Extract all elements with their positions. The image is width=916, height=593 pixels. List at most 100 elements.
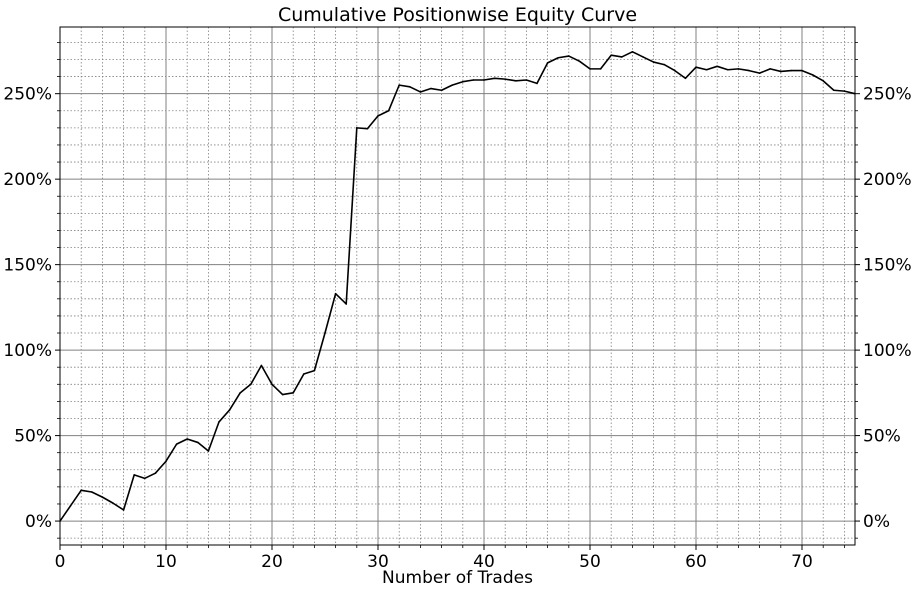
- equity-data-point: [101, 496, 104, 498]
- equity-data-point: [780, 70, 782, 73]
- equity-data-point: [674, 69, 676, 72]
- equity-data-point: [303, 373, 305, 375]
- equity-data-point: [451, 84, 454, 86]
- y-tick-label-left: 0%: [25, 512, 52, 532]
- equity-data-point: [493, 77, 496, 80]
- equity-data-point: [568, 55, 570, 57]
- equity-data-point: [313, 369, 316, 372]
- equity-data-point: [239, 392, 241, 394]
- equity-data-point: [91, 491, 93, 493]
- equity-data-point: [260, 364, 263, 367]
- equity-data-point: [472, 79, 475, 81]
- x-axis-label: Number of Trades: [382, 568, 533, 588]
- equity-data-point: [642, 56, 644, 58]
- equity-data-point: [112, 502, 114, 504]
- equity-data-point: [228, 409, 231, 411]
- plot-frame: [59, 26, 856, 546]
- chart-title: Cumulative Positionwise Equity Curve: [278, 4, 637, 26]
- equity-data-point: [207, 450, 210, 452]
- equity-data-point: [324, 332, 326, 334]
- equity-data-point: [409, 86, 411, 88]
- equity-data-point: [515, 80, 517, 82]
- equity-data-point: [599, 68, 602, 70]
- equity-data-point: [536, 82, 538, 85]
- equity-data-point: [250, 383, 252, 386]
- equity-data-point: [462, 80, 464, 83]
- y-tick-label-left: 100%: [3, 341, 52, 361]
- equity-data-point: [684, 77, 687, 80]
- x-tick-label: 10: [155, 552, 177, 572]
- equity-data-point: [419, 91, 422, 93]
- equity-data-point: [398, 84, 401, 86]
- equity-data-point: [144, 477, 146, 480]
- equity-data-point: [271, 383, 273, 386]
- x-tick-label: 20: [261, 552, 283, 572]
- equity-data-point: [281, 393, 284, 396]
- equity-data-point: [122, 509, 125, 511]
- equity-data-point: [621, 56, 623, 58]
- y-tick-label-right: 200%: [863, 170, 912, 190]
- equity-data-point: [790, 69, 793, 72]
- y-tick-label-right: 50%: [863, 427, 901, 447]
- equity-data-point: [377, 115, 379, 117]
- y-tick-label-right: 250%: [863, 85, 912, 105]
- equity-data-point: [334, 292, 337, 295]
- x-tick-label: 50: [579, 552, 601, 572]
- equity-data-point: [705, 68, 708, 71]
- equity-data-point: [727, 68, 729, 71]
- equity-data-point: [69, 504, 72, 507]
- equity-data-point: [218, 421, 220, 423]
- equity-data-point: [525, 79, 528, 81]
- y-tick-label-left: 250%: [3, 85, 52, 105]
- equity-data-point: [186, 438, 188, 440]
- y-tick-label-right: 100%: [863, 341, 912, 361]
- equity-data-point: [843, 90, 846, 92]
- equity-data-point: [366, 127, 369, 130]
- y-tick-label-left: 150%: [3, 256, 52, 276]
- equity-data-point: [589, 68, 591, 70]
- equity-data-point: [356, 127, 358, 129]
- equity-data-point: [610, 54, 612, 57]
- equity-data-point: [165, 460, 167, 463]
- series-layer: [59, 50, 856, 522]
- equity-data-point: [175, 443, 178, 445]
- equity-curve-line: [59, 50, 856, 522]
- equity-data-point: [546, 62, 549, 64]
- equity-data-point: [758, 72, 761, 74]
- equity-data-point: [430, 87, 432, 90]
- equity-data-point: [801, 69, 803, 72]
- equity-data-point: [440, 89, 443, 92]
- equity-data-point: [154, 472, 157, 474]
- x-tick-label: 40: [473, 552, 495, 572]
- equity-data-point: [80, 489, 82, 492]
- equity-data-point: [748, 69, 750, 72]
- equity-data-point: [716, 65, 718, 68]
- equity-data-point: [483, 79, 485, 81]
- x-tick-label: 70: [791, 552, 813, 572]
- x-tick-label: 0: [55, 552, 66, 572]
- ticks-layer: 0 10 20 30 40 50 60 70 0% 0% 50% 50% 100% 100% 150% 150…: [3, 41, 912, 572]
- equity-data-point: [197, 441, 199, 444]
- equity-data-point: [133, 474, 135, 476]
- y-tick-label-left: 200%: [3, 170, 52, 190]
- minor-grid: [60, 27, 855, 545]
- y-tick-label-right: 150%: [863, 256, 912, 276]
- equity-data-point: [387, 109, 390, 112]
- equity-data-point: [833, 89, 835, 92]
- equity-data-point: [504, 78, 507, 80]
- equity-data-point: [769, 68, 771, 70]
- equity-data-point: [292, 392, 295, 394]
- y-tick-label-left: 50%: [14, 427, 52, 447]
- x-tick-label: 30: [367, 552, 389, 572]
- equity-data-point: [737, 68, 740, 70]
- equity-data-point: [822, 80, 824, 82]
- y-tick-label-right: 0%: [863, 512, 890, 532]
- equity-data-point: [631, 50, 634, 53]
- equity-data-point: [557, 56, 559, 59]
- equity-data-point: [811, 74, 814, 76]
- equity-data-point: [663, 63, 665, 66]
- equity-data-point: [578, 60, 581, 62]
- equity-data-point: [345, 303, 348, 305]
